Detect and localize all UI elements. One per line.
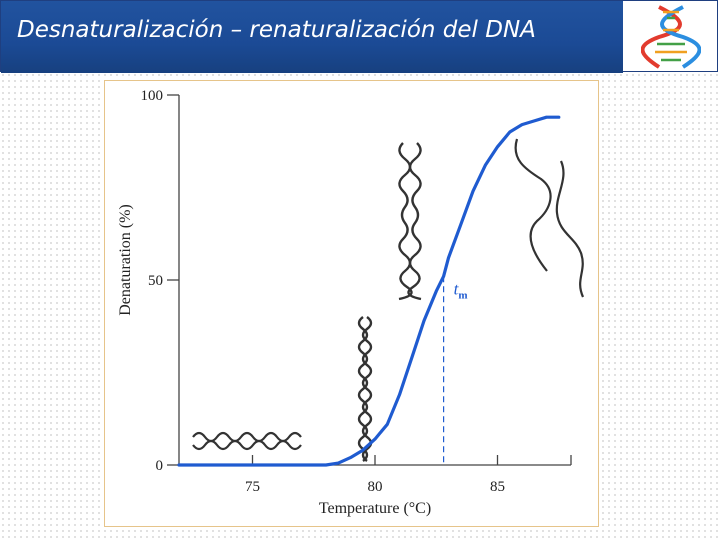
denaturation-figure: 0 50 100 75 80 85 Temperature (°C) Denaturation… — [104, 80, 599, 527]
partially-denatured-illustration — [357, 316, 373, 462]
x-tick-label: 75 — [245, 479, 260, 495]
x-axis-label: Temperature (°C) — [319, 500, 431, 517]
double-helix-illustration — [192, 431, 302, 451]
tm-label: tm — [454, 279, 468, 301]
title-bar: Desnaturalización – renaturalización del… — [0, 0, 718, 73]
y-tick-label: 50 — [148, 273, 163, 289]
single-strands-illustration — [514, 138, 585, 298]
half-denatured-illustration — [398, 142, 422, 301]
denaturation-chart: 0 50 100 75 80 85 Temperature (°C) Denaturation… — [117, 88, 585, 517]
title-band: Desnaturalización – renaturalización del… — [1, 1, 623, 73]
y-axis-label: Denaturation (%) — [117, 204, 134, 316]
x-tick-label: 80 — [368, 479, 383, 495]
x-tick-label: 85 — [490, 479, 505, 495]
slide-title: Desnaturalización – renaturalización del… — [17, 17, 536, 43]
y-tick-label: 100 — [141, 88, 164, 104]
denaturation-curve — [177, 115, 561, 467]
dna-helix-icon — [641, 5, 701, 69]
y-tick-label: 0 — [156, 458, 164, 474]
